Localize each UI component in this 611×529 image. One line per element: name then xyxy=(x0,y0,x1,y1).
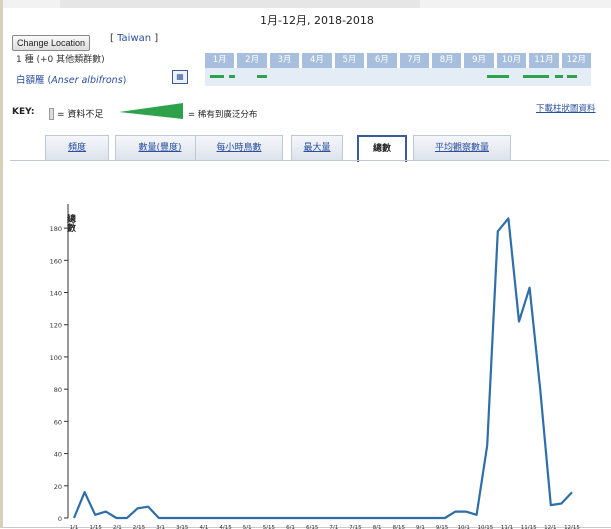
x-tick-label: 2/1 xyxy=(113,525,122,529)
month-header-cell: 8月 xyxy=(431,53,462,68)
y-tick-label: 80 xyxy=(54,386,62,394)
x-tick-label: 3/1 xyxy=(156,525,165,529)
top-bar-shade xyxy=(60,0,420,8)
month-header-cell: 9月 xyxy=(464,53,494,68)
x-tick-label: 2/15 xyxy=(133,525,146,529)
x-tick-label: 8/15 xyxy=(393,525,406,529)
y-tick-label: 100 xyxy=(50,354,62,362)
occurrence-segment xyxy=(567,75,577,78)
key-insufficient-text: = 資料不足 xyxy=(57,110,104,120)
insufficient-data-swatch xyxy=(49,108,54,120)
abundance-gradient-wedge xyxy=(119,103,183,119)
change-location-button[interactable]: Change Location xyxy=(12,35,91,51)
x-tick-label: 5/15 xyxy=(263,525,276,529)
x-tick-label: 7/1 xyxy=(329,525,338,529)
key-label: KEY: xyxy=(12,107,34,117)
month-header-cell: 6月 xyxy=(367,53,397,68)
x-tick-label: 1/1 xyxy=(70,525,79,529)
map-icon[interactable]: ▦ xyxy=(172,70,188,84)
species-common-name: 白額雁 xyxy=(16,75,45,86)
region-link-wrap: [ Taiwan ] xyxy=(110,33,159,44)
x-tick-label: 3/15 xyxy=(176,525,189,529)
download-bar-chart-link[interactable]: 下載柱狀圖資料 xyxy=(536,104,596,114)
y-tick-label: 160 xyxy=(50,257,62,265)
x-tick-label: 7/15 xyxy=(349,525,362,529)
x-tick-label: 11/1 xyxy=(501,525,513,529)
y-axis-label: 總數 xyxy=(65,213,76,233)
date-range: 1月-12月, 2018-2018 xyxy=(260,14,374,27)
x-tick-label: 4/15 xyxy=(219,525,232,529)
line-chart: 總數 0 20 40 60 80 100 120 140 160 180 1/1 1/15 2/1 2/15… xyxy=(50,204,580,529)
tab-2[interactable]: 每小時鳥數 xyxy=(195,135,283,160)
tab-0[interactable]: 頻度 xyxy=(45,135,109,160)
x-tick-label: 1/15 xyxy=(89,525,102,529)
x-tick-label: 12/15 xyxy=(564,525,580,529)
x-tick-label: 12/1 xyxy=(544,525,556,529)
occurrence-segment xyxy=(229,75,235,78)
key-gradient-label: = 稀有到廣泛分布 xyxy=(188,110,258,120)
y-tick-label: 120 xyxy=(50,322,62,330)
key-title: KEY: xyxy=(12,107,35,117)
x-tick-label: 6/1 xyxy=(286,525,295,529)
series-line xyxy=(72,217,573,520)
x-tick-label: 9/15 xyxy=(436,525,449,529)
month-header-cell: 2月 xyxy=(237,53,267,68)
x-tick-label: 10/1 xyxy=(458,525,470,529)
top-bar xyxy=(0,0,611,8)
occurrence-segment xyxy=(257,75,267,78)
species-link[interactable]: 白額雁 (Anser albifrons) xyxy=(16,75,127,86)
occurrence-segment xyxy=(487,75,509,78)
x-tick-label: 11/15 xyxy=(521,525,537,529)
x-tick-label: 6/15 xyxy=(306,525,319,529)
tab-5[interactable]: 平均觀察數量 xyxy=(413,135,511,160)
x-tick-label: 9/1 xyxy=(416,525,425,529)
key-insufficient: = 資料不足 xyxy=(57,107,103,120)
tab-4[interactable]: 總數 xyxy=(357,135,407,162)
month-header-cell: 3月 xyxy=(269,53,300,68)
y-tick-label: 0 xyxy=(58,515,62,523)
y-tick-label: 140 xyxy=(50,290,62,298)
month-header-cell: 11月 xyxy=(529,53,559,68)
x-tick-label: 5/1 xyxy=(243,525,252,529)
occurrence-segment xyxy=(210,75,224,78)
occurrence-segment xyxy=(523,75,549,78)
x-tick-label: 10/15 xyxy=(477,525,493,529)
month-header: 1月 2月 3月 4月 5月 6月 7月 8月 9月 10月 11月 12月 xyxy=(205,53,592,68)
y-tick-label: 180 xyxy=(50,225,62,233)
species-scientific-name: Anser albifrons xyxy=(51,75,123,86)
y-tick-label: 40 xyxy=(54,451,62,459)
tab-1[interactable]: 數量(豐度) xyxy=(115,135,205,160)
month-header-cell: 12月 xyxy=(561,53,592,68)
tab-3[interactable]: 最大量 xyxy=(291,135,343,160)
region-link[interactable]: Taiwan xyxy=(117,33,152,44)
month-header-cell: 5月 xyxy=(334,53,365,68)
tab-underline xyxy=(10,160,609,161)
month-header-cell: 4月 xyxy=(302,53,332,68)
y-tick-label: 20 xyxy=(54,483,62,491)
x-tick-label: 8/1 xyxy=(373,525,382,529)
x-tick-label: 4/1 xyxy=(199,525,208,529)
month-header-cell: 1月 xyxy=(205,53,235,68)
occurrence-bar-row xyxy=(205,68,591,86)
month-header-cell: 10月 xyxy=(496,53,527,68)
occurrence-segment xyxy=(555,75,563,78)
species-count: 1 種 (+0 其他類群數) xyxy=(16,55,105,65)
y-tick-label: 60 xyxy=(54,418,62,426)
month-header-cell: 7月 xyxy=(399,53,429,68)
